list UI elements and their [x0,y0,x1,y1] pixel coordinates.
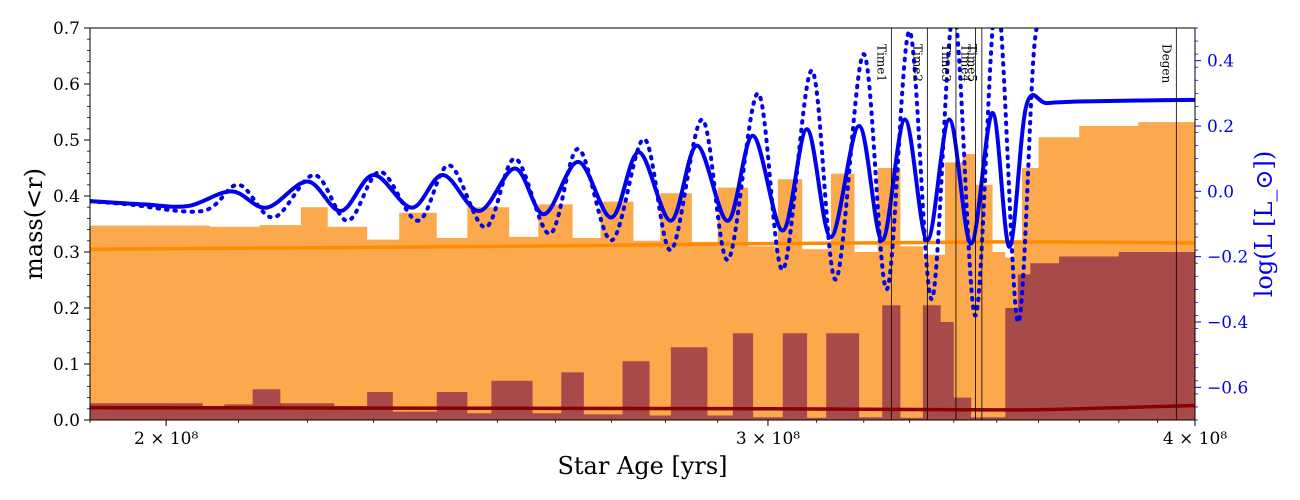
right-axis: −0.6 −0.4 −0.2 0.0 0.2 0.4 [1195,27,1248,421]
y-tick-label: 0.1 [53,355,80,375]
y-right-tick-label: −0.6 [1207,378,1248,398]
vline-label-1: Time2 [910,44,924,82]
area-series-inner_fill [90,250,1195,420]
y-axis-right-title: log(L [L_⊙]) [1250,151,1278,298]
y-right-tick-label: −0.4 [1207,313,1248,333]
x-tick-label: 2 × 10⁸ [134,429,198,449]
y-right-tick-label: 0.2 [1207,117,1234,137]
bottom-axis: 2 × 10⁸ 3 × 10⁸ 4 × 10⁸ [89,420,1227,449]
left-axis: 0.0 0.1 0.2 0.3 0.4 0.5 0.6 0.7 [53,19,90,431]
y-tick-label: 0.4 [53,187,80,207]
x-tick-label: 3 × 10⁸ [736,429,800,449]
vline-label-4: Time5 [965,44,979,82]
line-lum [90,93,1195,249]
vline-label-2: Time3 [939,44,953,82]
vline-label-3: Time4 [958,44,972,82]
y-right-tick-label: 0.0 [1207,182,1234,202]
x-tick-label: 4 × 10⁸ [1163,429,1227,449]
y-tick-label: 0.2 [53,299,80,319]
y-tick-label: 0.5 [53,131,80,151]
y-right-tick-label: 0.4 [1207,52,1234,72]
y-right-tick-label: −0.2 [1207,248,1248,268]
line-inner_line [90,403,1195,412]
y-tick-label: 0.6 [53,75,80,95]
vline-label-5: Degen [1159,44,1173,84]
dotted-line-lum [90,28,1049,325]
y-tick-label: 0.7 [53,19,80,39]
area-series-core_fill [90,118,1195,420]
vline-label-0: Time1 [874,44,888,82]
y-tick-label: 0.3 [53,243,80,263]
x-axis-title: Star Age [yrs] [557,452,727,480]
y-tick-label: 0.0 [53,411,80,431]
y-axis-title: mass(<r) [20,168,48,280]
series-layer [90,28,1195,420]
